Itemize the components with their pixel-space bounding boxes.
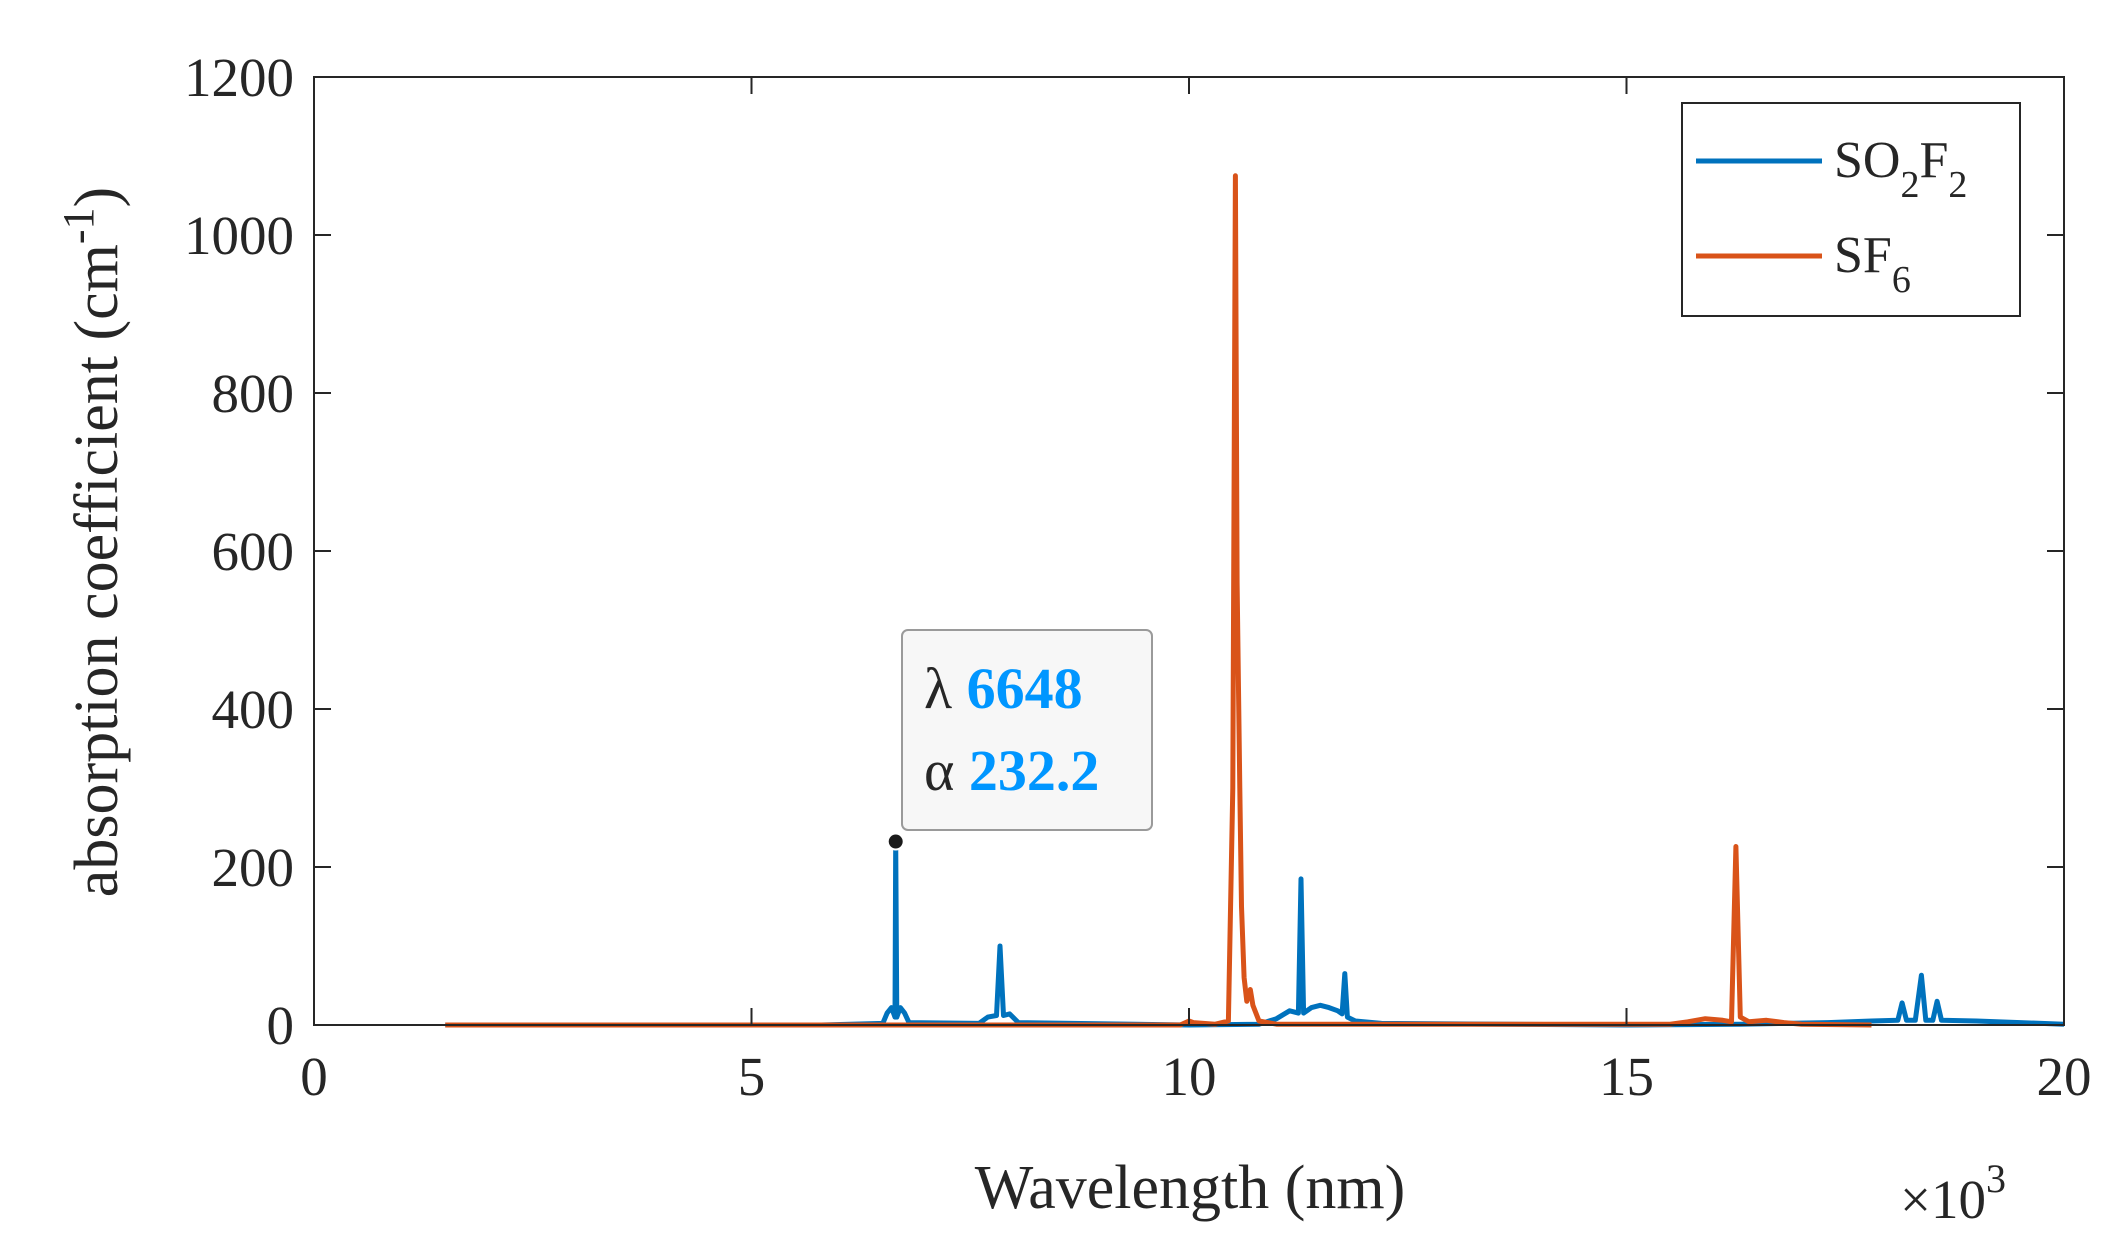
data-tip-row-y: α 232.2	[924, 738, 1099, 803]
y-tick-label: 800	[212, 363, 295, 424]
legend-box	[1681, 102, 2021, 317]
y-axis-title-close: )	[63, 187, 131, 208]
series-layer	[445, 173, 2065, 1028]
x-tick-label: 20	[2037, 1046, 2092, 1107]
legend-label-sf6: SF6	[1834, 227, 1911, 301]
y-tick-label: 0	[267, 995, 295, 1056]
y-tick-label: 1000	[184, 205, 294, 266]
legend-label-so2f2: SO2F2	[1834, 132, 1967, 206]
data-tip-value-x: 6648	[967, 656, 1083, 721]
x-tick-label: 5	[738, 1046, 766, 1107]
x-axis-multiplier-exponent: 3	[1986, 1156, 2006, 1201]
y-axis-title-main: absorption coefficient (cm	[63, 244, 131, 897]
series-line-sf6	[445, 173, 1872, 1028]
data-tip-label-x: λ	[924, 656, 967, 721]
x-tick-label: 0	[300, 1046, 328, 1107]
x-tick-label: 15	[1599, 1046, 1654, 1107]
series-line-so2f2	[445, 839, 2065, 1028]
data-tip-box	[901, 629, 1153, 831]
y-tick-label: 200	[212, 837, 295, 898]
y-tick-label: 1200	[184, 47, 294, 108]
data-tip-value-y: 232.2	[969, 738, 1100, 803]
x-axis-multiplier-prefix: ×10	[1900, 1169, 1986, 1230]
data-tip-row-x: λ 6648	[924, 656, 1083, 721]
y-tick-label: 600	[212, 521, 295, 582]
legend: SO2F2 SF6	[1681, 102, 2021, 317]
data-tip-label-y: α	[924, 738, 969, 803]
data-tip[interactable]: λ 6648 α 232.2	[886, 629, 1153, 851]
y-axis-title: absorption coefficient (cm-1)	[54, 187, 131, 897]
x-axis-multiplier: ×103	[1900, 1156, 2006, 1230]
x-tick-label: 10	[1162, 1046, 1217, 1107]
data-tip-marker[interactable]	[886, 832, 905, 851]
x-axis-title: Wavelength (nm)	[975, 1154, 1406, 1222]
y-tick-label: 400	[212, 679, 295, 740]
y-axis-title-superscript: -1	[54, 207, 103, 244]
